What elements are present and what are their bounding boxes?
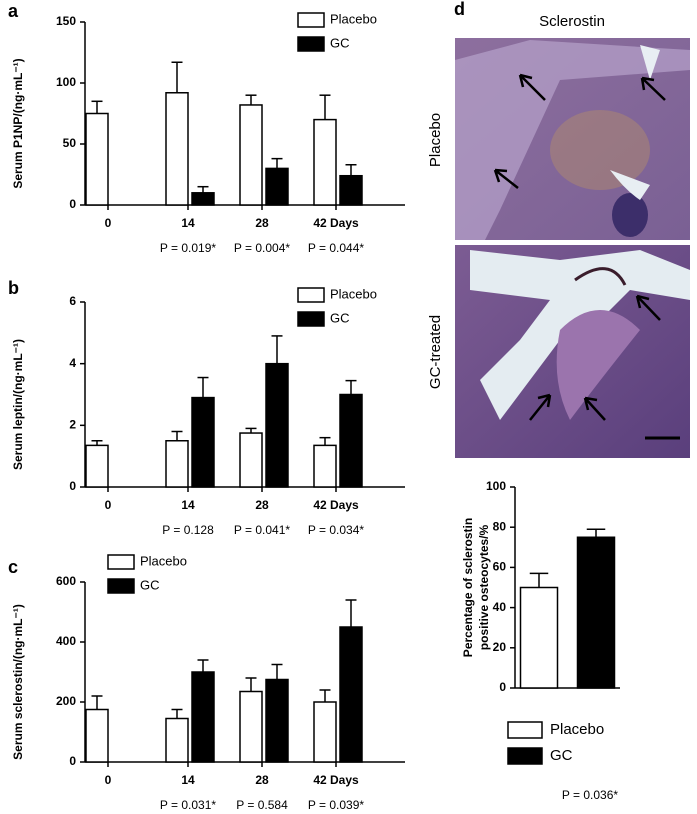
- y-tick-label: 150: [56, 14, 76, 28]
- bar: [165, 92, 189, 206]
- y-tick-label: 40: [493, 600, 507, 614]
- y-axis-label: Serum sclerostin/(ng·mL⁻¹): [11, 604, 25, 760]
- bar: [239, 690, 263, 763]
- bar: [85, 708, 109, 763]
- x-tick-label: 42 Days: [313, 498, 359, 512]
- x-tick-label: 14: [181, 216, 195, 230]
- p-value: P = 0.128: [162, 523, 214, 537]
- bar: [265, 678, 289, 763]
- y-tick-label: 100: [486, 479, 506, 493]
- p-value: P = 0.041*: [234, 523, 290, 537]
- y-axis-label: Percentage of sclerostin: [461, 518, 475, 657]
- y-tick-label: 60: [493, 560, 507, 574]
- legend-label: Placebo: [330, 286, 377, 301]
- legend-swatch: [107, 554, 135, 570]
- y-axis-label: Serum P1NP/(ng·mL⁻¹): [11, 58, 25, 188]
- y-tick-label: 100: [56, 75, 76, 89]
- y-tick-label: 2: [69, 418, 76, 432]
- legend-label: GC: [330, 35, 350, 50]
- legend-label: GC: [140, 577, 160, 592]
- legend-swatch: [507, 747, 543, 765]
- row-label: GC-treated: [427, 315, 444, 389]
- panel-label: a: [8, 1, 19, 21]
- arrows: [493, 73, 666, 421]
- x-tick-label: 28: [255, 498, 269, 512]
- bar: [165, 717, 189, 763]
- y-tick-label: 6: [69, 294, 76, 308]
- bar: [576, 536, 616, 689]
- panel-label: c: [8, 557, 18, 577]
- x-tick-label: 0: [105, 773, 112, 787]
- bar: [85, 112, 109, 206]
- bar: [313, 701, 337, 763]
- x-tick-label: 0: [105, 498, 112, 512]
- p-value: P = 0.584: [236, 798, 288, 812]
- bar: [265, 167, 289, 206]
- p-value: P = 0.019*: [160, 241, 216, 255]
- p-value: P = 0.031*: [160, 798, 216, 812]
- bar: [239, 104, 263, 206]
- bar: [339, 174, 363, 206]
- y-tick-label: 20: [493, 640, 507, 654]
- bar: [239, 432, 263, 488]
- y-tick-label: 0: [69, 754, 76, 768]
- panel-label: d: [454, 0, 465, 19]
- bar: [265, 362, 289, 488]
- bar: [339, 393, 363, 488]
- y-tick-label: 50: [63, 136, 77, 150]
- y-tick-label: 4: [69, 356, 76, 370]
- y-tick-label: 0: [69, 479, 76, 493]
- legend-swatch: [297, 287, 325, 303]
- legend-label: Placebo: [550, 721, 604, 738]
- y-tick-label: 200: [56, 694, 76, 708]
- y-tick-label: 400: [56, 634, 76, 648]
- p-value: P = 0.034*: [308, 523, 364, 537]
- legend-swatch: [297, 36, 325, 52]
- bar: [339, 626, 363, 763]
- x-tick-label: 14: [181, 773, 195, 787]
- micrograph-image: [455, 38, 690, 458]
- p-value: P = 0.044*: [308, 241, 364, 255]
- micrograph-title: Sclerostin: [539, 13, 605, 30]
- legend-swatch: [107, 578, 135, 594]
- p-value: P = 0.039*: [308, 798, 364, 812]
- p-value: P = 0.036*: [562, 788, 618, 802]
- row-label: Placebo: [427, 113, 444, 167]
- bar: [313, 444, 337, 488]
- panel-label: b: [8, 278, 19, 298]
- legend-swatch: [507, 721, 543, 739]
- legend-label: Placebo: [330, 11, 377, 26]
- legend-swatch: [297, 12, 325, 28]
- y-axis-label: positive osteocytes/%: [477, 524, 491, 650]
- legend-swatch: [297, 311, 325, 327]
- x-tick-label: 0: [105, 216, 112, 230]
- bar: [191, 396, 215, 488]
- legend-label: Placebo: [140, 553, 187, 568]
- y-tick-label: 0: [69, 197, 76, 211]
- y-tick-label: 0: [499, 680, 506, 694]
- p-value: P = 0.004*: [234, 241, 290, 255]
- x-tick-label: 28: [255, 216, 269, 230]
- x-tick-label: 42 Days: [313, 773, 359, 787]
- y-tick-label: 600: [56, 574, 76, 588]
- x-tick-label: 14: [181, 498, 195, 512]
- bar: [85, 444, 109, 488]
- bar: [191, 192, 215, 206]
- y-axis-label: Serum leptin/(ng·mL⁻¹): [11, 339, 25, 470]
- y-tick-label: 80: [493, 519, 507, 533]
- legend-label: GC: [550, 747, 573, 764]
- bar: [165, 440, 189, 488]
- bar: [191, 671, 215, 763]
- legend-label: GC: [330, 310, 350, 325]
- bar: [313, 118, 337, 206]
- bar: [519, 586, 559, 689]
- x-tick-label: 42 Days: [313, 216, 359, 230]
- x-tick-label: 28: [255, 773, 269, 787]
